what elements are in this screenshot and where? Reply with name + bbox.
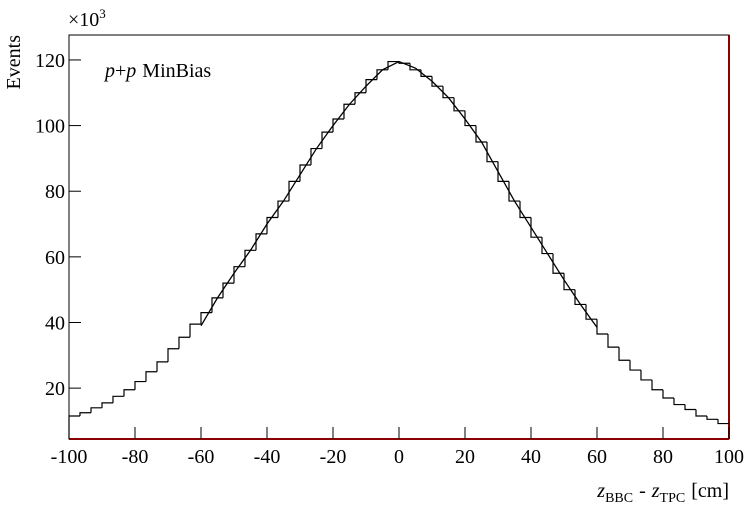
x-tick-label: -40 bbox=[254, 446, 281, 468]
histogram-bin bbox=[453, 97, 465, 112]
x-tick-label: 60 bbox=[587, 446, 607, 468]
histogram-bin bbox=[706, 416, 719, 420]
histogram-bin bbox=[684, 404, 696, 411]
histogram-bin bbox=[717, 419, 729, 425]
histogram-bin bbox=[343, 103, 356, 120]
histogram-bin bbox=[541, 237, 554, 255]
x-tick-label: 20 bbox=[455, 446, 475, 468]
x-tick-label: -20 bbox=[320, 446, 347, 468]
histogram-bin bbox=[310, 147, 323, 165]
x-label-sub: TPC bbox=[660, 491, 686, 506]
x-tick-label: -100 bbox=[51, 446, 88, 468]
histogram-bin bbox=[145, 371, 158, 382]
y-tick-label: 120 bbox=[35, 50, 65, 72]
annotation-plus: + bbox=[115, 60, 126, 82]
histogram-bin bbox=[244, 249, 257, 267]
annotation: p+p MinBias bbox=[103, 60, 211, 82]
y-tick-label: 80 bbox=[45, 181, 65, 203]
x-axis-label: zBBC - zTPC [cm] bbox=[596, 480, 729, 506]
histogram-bin bbox=[596, 319, 608, 335]
x-label-sub: BBC bbox=[605, 491, 633, 506]
annotation-text: MinBias bbox=[142, 60, 211, 82]
multiplier-exponent: 3 bbox=[99, 6, 106, 21]
histogram-bin bbox=[629, 360, 641, 371]
y-multiplier: ×103 bbox=[68, 6, 106, 31]
histogram-bin bbox=[321, 131, 333, 149]
histogram-bin bbox=[222, 282, 234, 298]
histogram-bin bbox=[486, 141, 498, 163]
histogram-bin bbox=[618, 347, 630, 361]
histogram-bin bbox=[277, 200, 290, 218]
histogram-bin bbox=[574, 289, 587, 306]
y-tick-label: 60 bbox=[45, 247, 65, 269]
fit-curve bbox=[200, 60, 598, 328]
histogram-bin bbox=[266, 216, 278, 234]
x-tick-label: 80 bbox=[653, 446, 673, 468]
histogram-bin bbox=[101, 402, 113, 408]
histogram-bin bbox=[651, 379, 663, 391]
x-label-var: z bbox=[651, 480, 660, 502]
histogram-bin bbox=[673, 397, 686, 406]
histogram-bin bbox=[68, 415, 80, 439]
histogram-bin bbox=[585, 304, 597, 320]
x-tick-label: -60 bbox=[188, 446, 215, 468]
histogram-bin bbox=[123, 389, 135, 397]
histogram-bin bbox=[695, 409, 707, 417]
histogram-bin bbox=[497, 161, 509, 182]
histogram-bin bbox=[134, 380, 146, 390]
histogram-bin bbox=[431, 76, 443, 87]
histogram-bin bbox=[233, 266, 245, 284]
y-axis-label: Events bbox=[3, 35, 25, 90]
histogram-bin bbox=[530, 217, 542, 238]
y-tick-label: 20 bbox=[45, 378, 65, 400]
histogram-bin bbox=[442, 86, 455, 99]
histogram-bin bbox=[332, 118, 344, 133]
x-tick-label: 40 bbox=[521, 446, 541, 468]
y-tick-label: 100 bbox=[35, 116, 65, 138]
histogram-bin bbox=[508, 181, 521, 202]
annotation-p: p bbox=[124, 60, 136, 82]
histogram-bin bbox=[189, 323, 201, 338]
histogram-bin bbox=[354, 92, 366, 105]
histogram-bin bbox=[90, 407, 102, 413]
histogram-bin bbox=[156, 361, 168, 372]
x-tick-label: 0 bbox=[394, 446, 404, 468]
histogram-bin bbox=[464, 110, 476, 127]
histogram-bin bbox=[376, 69, 389, 80]
histogram-bin bbox=[662, 389, 674, 399]
histogram-bin bbox=[475, 125, 488, 143]
histogram-bin bbox=[255, 233, 267, 251]
y-tick-label: 40 bbox=[45, 312, 65, 334]
histogram-bin bbox=[178, 336, 191, 349]
histogram-bin bbox=[167, 348, 179, 362]
x-tick-label: -80 bbox=[122, 446, 149, 468]
multiplier-base: ×10 bbox=[68, 9, 99, 31]
x-label-unit: [cm] bbox=[691, 480, 729, 502]
histogram-bin bbox=[607, 333, 620, 348]
annotation-p: p bbox=[103, 60, 115, 82]
histogram-bin bbox=[112, 395, 125, 403]
x-tick-label: 100 bbox=[714, 446, 744, 468]
x-label-var: z bbox=[596, 480, 605, 502]
x-label-sep: - bbox=[639, 480, 646, 502]
histogram-bin bbox=[79, 412, 92, 417]
histogram-bin bbox=[640, 370, 653, 381]
histogram-bin bbox=[519, 201, 531, 219]
